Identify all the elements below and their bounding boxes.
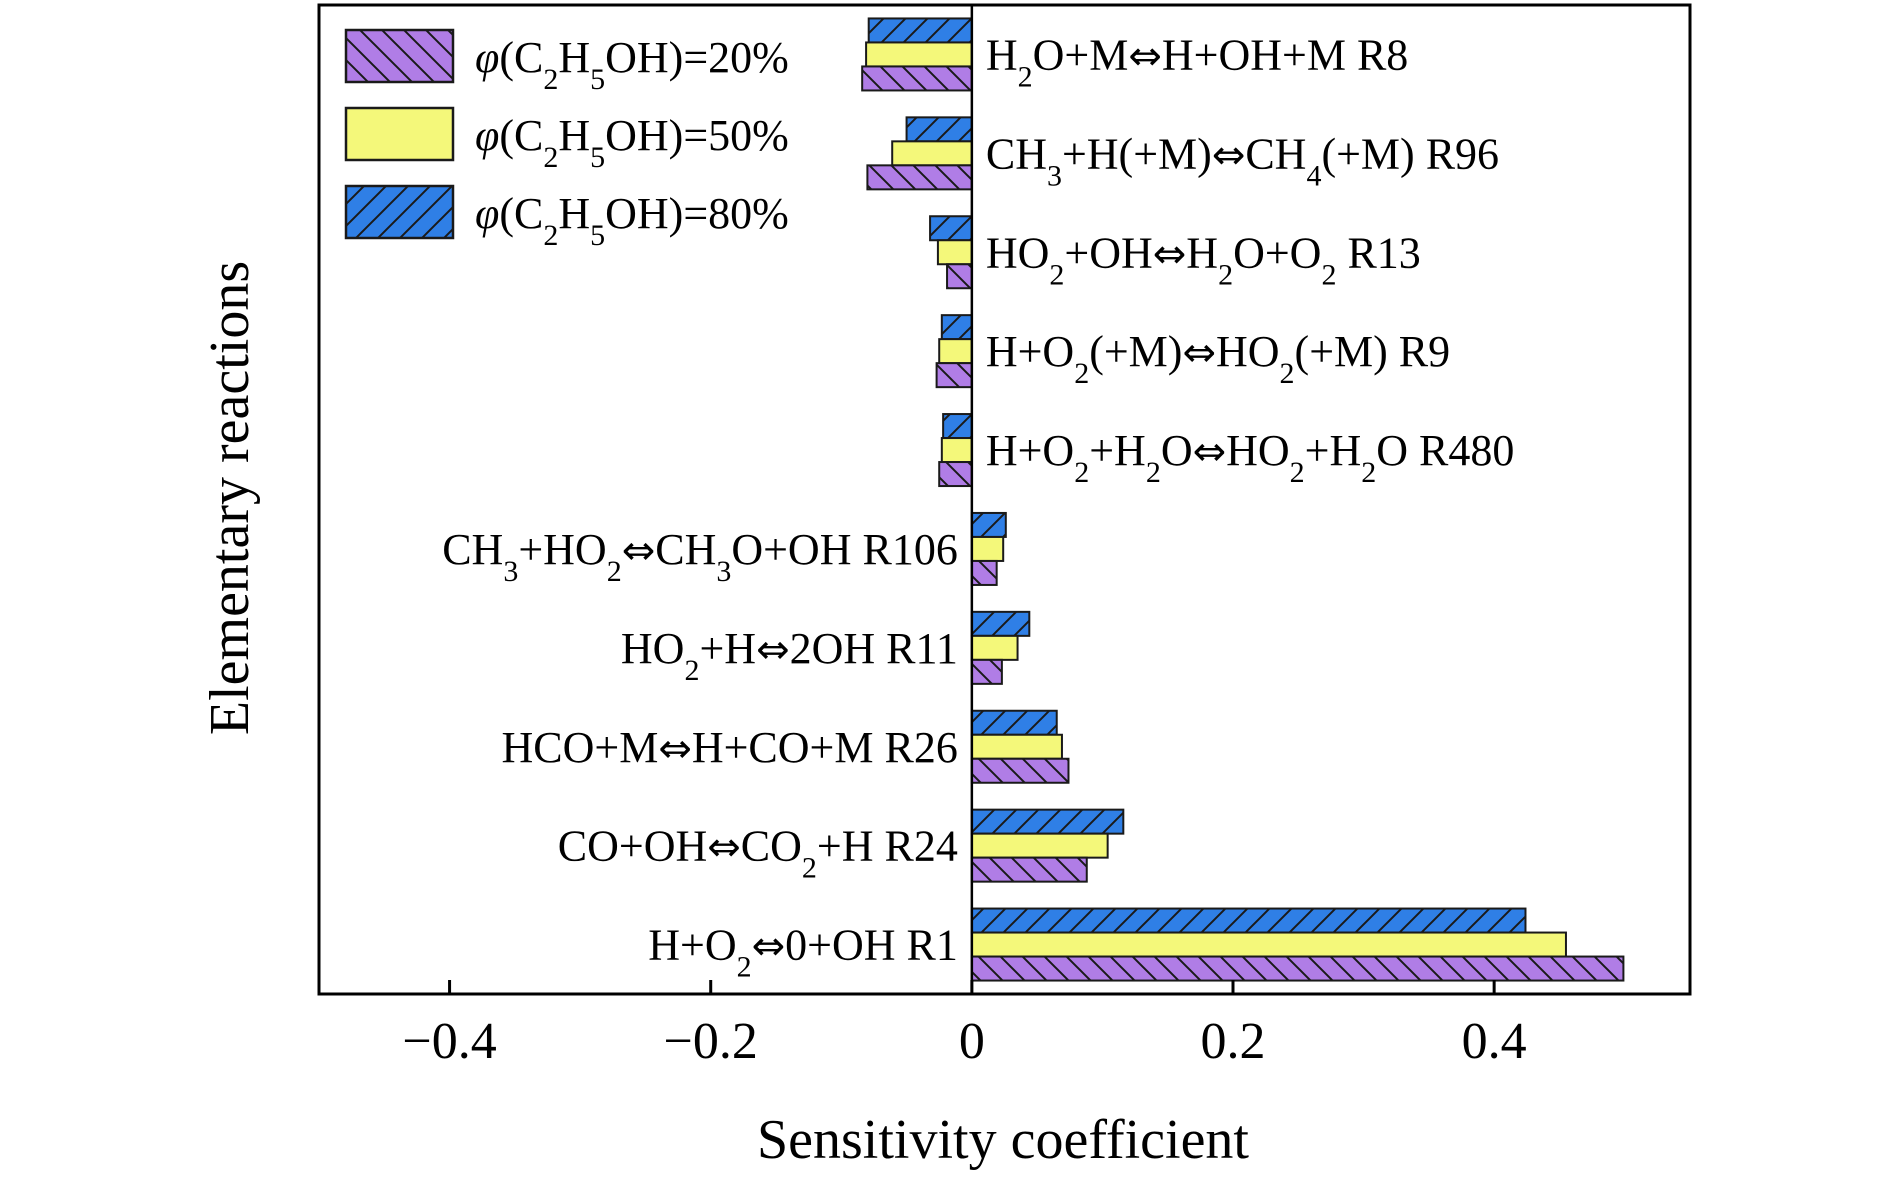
legend-label: φ(C2H5OH)=50% [475, 111, 789, 174]
bar [970, 610, 1031, 637]
x-tick-label: 0.4 [1462, 1013, 1527, 1070]
bar [936, 239, 973, 266]
bar [940, 314, 973, 341]
bar [970, 658, 1003, 685]
bar [970, 832, 1109, 859]
category-label: HO2+OH⇔H2O+O2 R13 [986, 228, 1421, 291]
x-tick-label: −0.2 [664, 1013, 758, 1070]
bar [891, 140, 973, 167]
category-label: H+O2(+M)⇔HO2(+M) R9 [986, 327, 1450, 390]
legend-label: φ(C2H5OH)=20% [475, 33, 789, 96]
bar [970, 856, 1088, 883]
bar [938, 338, 973, 365]
category-label: H+O2⇔0+OH R1 [648, 921, 958, 984]
bar [866, 164, 973, 191]
bar [970, 535, 1005, 562]
y-axis-title: Elementary reactions [199, 261, 261, 735]
bar [970, 511, 1007, 538]
category-label: CH3+H(+M)⇔CH4(+M) R96 [986, 129, 1499, 192]
bar [970, 757, 1070, 784]
x-axis-title: Sensitivity coefficient [757, 1109, 1249, 1171]
category-label: H2O+M⇔H+OH+M R8 [986, 30, 1408, 93]
legend-label: φ(C2H5OH)=80% [475, 189, 789, 252]
bar [946, 263, 973, 290]
category-label: HO2+H⇔2OH R11 [621, 624, 958, 687]
bar [938, 461, 973, 488]
x-tick-label: −0.4 [402, 1013, 496, 1070]
bar [942, 413, 973, 440]
bar [867, 17, 973, 44]
category-label: H+O2+H2O⇔HO2+H2O R480 [986, 426, 1515, 489]
legend-swatch [344, 106, 455, 162]
bar [970, 733, 1063, 760]
bar [970, 634, 1019, 661]
category-label: CO+OH⇔CO2+H R24 [558, 822, 958, 885]
x-tick-label: 0 [959, 1013, 985, 1070]
x-axis-ticks: −0.4 −0.2 0 0.2 0.4 [402, 980, 1527, 1070]
plot-frame [317, 3, 1692, 996]
legend-swatch [344, 28, 455, 84]
bar [861, 65, 973, 92]
bar [929, 215, 973, 242]
bars-layer [861, 17, 1625, 982]
bar [970, 931, 1567, 958]
bar [940, 437, 973, 464]
bar [865, 41, 973, 68]
x-tick-label: 0.2 [1201, 1013, 1266, 1070]
bar [970, 955, 1625, 982]
legend-swatch [344, 184, 455, 240]
bar [970, 709, 1058, 736]
bar [970, 808, 1125, 835]
bar [970, 559, 998, 586]
category-label: HCO+M⇔H+CO+M R26 [501, 723, 957, 772]
plot-border [317, 3, 1692, 996]
category-label: CH3+HO2⇔CH3O+OH R106 [442, 525, 958, 588]
bar [935, 362, 973, 389]
legend: φ(C2H5OH)=20% φ(C2H5OH)=50% φ(C2H5OH)=80% [344, 28, 789, 252]
bar [905, 116, 973, 143]
category-labels: H2O+M⇔H+OH+M R8 CH3+H(+M)⇔CH4(+M) R96 HO2+… [442, 30, 1514, 983]
bar [970, 907, 1527, 934]
